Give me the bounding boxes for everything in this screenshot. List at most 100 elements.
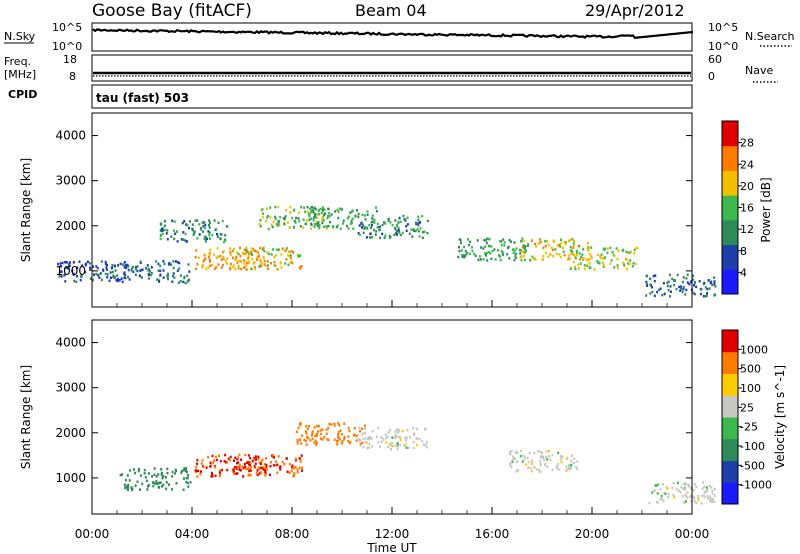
x-tick-label: 20:00: [575, 527, 610, 541]
velocity-colorbar-segment: [722, 330, 738, 353]
power-echo-band: [159, 219, 229, 244]
noise-right-tick-top: 10^5: [708, 21, 738, 34]
velocity-colorbar-tick: -25: [740, 421, 758, 434]
velocity-echo-band: [232, 453, 304, 478]
power-colorbar: 28 24 20 16 12 8 4: [721, 120, 754, 295]
velocity-colorbar-segment: [722, 395, 738, 418]
x-tick-label: 16:00: [475, 527, 510, 541]
power-ytick-label: 1000: [55, 264, 86, 278]
power-colorbar-segment: [722, 244, 738, 270]
freq-tick-bottom: 8: [69, 70, 76, 83]
freq-tick-top: 18: [63, 53, 77, 66]
power-colorbar-segment: [722, 219, 738, 246]
power-data-layer: [57, 205, 717, 298]
noise-left-label: N.Sky: [4, 30, 36, 43]
x-axis-label: Time UT: [366, 541, 417, 554]
x-tick-label: 04:00: [175, 527, 210, 541]
power-colorbar-tick: 20: [740, 180, 754, 193]
power-panel: 4000 3000 2000 1000 Slant Range [km] 28 24 20…: [19, 112, 773, 308]
velocity-echo-band: [508, 449, 579, 474]
noise-left-tick-top: 10^5: [52, 21, 82, 34]
velocity-colorbar-segment: [722, 417, 738, 440]
velocity-panel-frame: [91, 319, 693, 515]
power-echo-band: [457, 237, 529, 262]
velocity-colorbar-segment: [722, 460, 738, 483]
nave-tick-top: 60: [708, 53, 722, 66]
power-colorbar-segment: [722, 170, 738, 196]
velocity-ytick-label: 4000: [55, 336, 86, 350]
power-colorbar-tick: 4: [740, 266, 747, 279]
x-axis: 00:00 04:00 08:00 12:00 16:00 20:00 00:00: [75, 300, 710, 541]
velocity-colorbar-tick: 25: [740, 401, 754, 414]
velocity-colorbar-segment: [722, 373, 738, 396]
noise-sky-line: [92, 28, 694, 39]
velocity-colorbar-label: Velocity [m s^-1]: [773, 365, 787, 469]
power-echo-band: [119, 260, 191, 285]
velocity-ytick-label: 2000: [55, 426, 86, 440]
cpid-panel-frame: [91, 84, 693, 109]
power-ytick-label: 3000: [55, 174, 86, 188]
power-echo-band: [232, 246, 303, 271]
power-ytick-label: 2000: [55, 219, 86, 233]
velocity-colorbar-segment: [722, 482, 738, 505]
power-echo-band: [308, 206, 378, 231]
nave-tick-bottom: 0: [708, 70, 715, 83]
velocity-colorbar-tick: -500: [740, 459, 765, 472]
velocity-ytick-label: 1000: [55, 471, 86, 485]
x-tick-label: 00:00: [75, 527, 110, 541]
velocity-colorbar-tick: -100: [740, 440, 765, 453]
velocity-colorbar-tick: 100: [740, 382, 761, 395]
power-echo-band: [519, 238, 591, 262]
freq-label-1: Freq.: [4, 55, 31, 68]
velocity-ylabel: Slant Range [km]: [19, 365, 33, 469]
velocity-colorbar-segment: [722, 438, 738, 461]
power-colorbar-label: Power [dB]: [759, 177, 773, 242]
power-colorbar-segment: [722, 121, 738, 147]
velocity-colorbar-tick: 1000: [740, 343, 768, 356]
velocity-colorbar-tick: 500: [740, 363, 761, 376]
power-ytick-label: 4000: [55, 129, 86, 143]
velocity-colorbar-tick: -1000: [740, 479, 772, 492]
cpid-text: tau (fast) 503: [96, 91, 189, 105]
velocity-echo-band: [648, 481, 716, 505]
noise-panel-frame: [91, 22, 693, 52]
power-colorbar-tick: 12: [740, 223, 754, 236]
noise-right-label: N.Search: [745, 30, 795, 43]
power-colorbar-segment: [722, 195, 738, 221]
velocity-echo-band: [357, 426, 428, 451]
noise-left-tick-bottom: 10^0: [52, 40, 82, 53]
velocity-echo-band: [194, 453, 267, 478]
power-colorbar-tick: 24: [740, 158, 754, 171]
noise-right-tick-bottom: 10^0: [708, 40, 738, 53]
velocity-echo-band: [119, 467, 192, 492]
cpid-panel: CPID tau (fast) 503: [8, 84, 693, 109]
velocity-data-layer: [119, 421, 716, 505]
velocity-panel: 4000 3000 2000 1000 Slant Range [km] 1000 50…: [19, 319, 787, 515]
power-colorbar-segment: [722, 145, 738, 171]
frequency-panel: Freq. [MHz] 18 8 60 0 Nave: [4, 53, 778, 83]
station-title: Goose Bay (fitACF): [92, 1, 252, 21]
freq-panel-frame: [91, 54, 693, 82]
cpid-label: CPID: [8, 88, 37, 101]
velocity-ytick-label: 3000: [55, 381, 86, 395]
power-echo-band: [569, 246, 639, 271]
power-echo-band: [57, 260, 129, 284]
power-colorbar-tick: 28: [740, 137, 754, 150]
x-tick-label: 00:00: [675, 527, 710, 541]
x-tick-label: 12:00: [375, 527, 410, 541]
x-tick-label: 08:00: [275, 527, 310, 541]
power-echo-band: [645, 273, 717, 298]
power-panel-frame: [91, 112, 693, 308]
velocity-colorbar: 1000 500 100 25 -25 -100 -500 -1000: [721, 329, 772, 505]
power-echo-band: [357, 214, 429, 240]
power-ylabel: Slant Range [km]: [19, 158, 33, 262]
velocity-colorbar-segment: [722, 351, 738, 374]
beam-title: Beam 04: [355, 1, 427, 20]
power-colorbar-segment: [722, 269, 738, 295]
velocity-echo-band: [295, 421, 366, 446]
power-colorbar-tick: 8: [740, 245, 747, 258]
freq-label-2: [MHz]: [4, 68, 36, 81]
nave-label: Nave: [745, 64, 773, 77]
power-colorbar-tick: 16: [740, 202, 754, 215]
